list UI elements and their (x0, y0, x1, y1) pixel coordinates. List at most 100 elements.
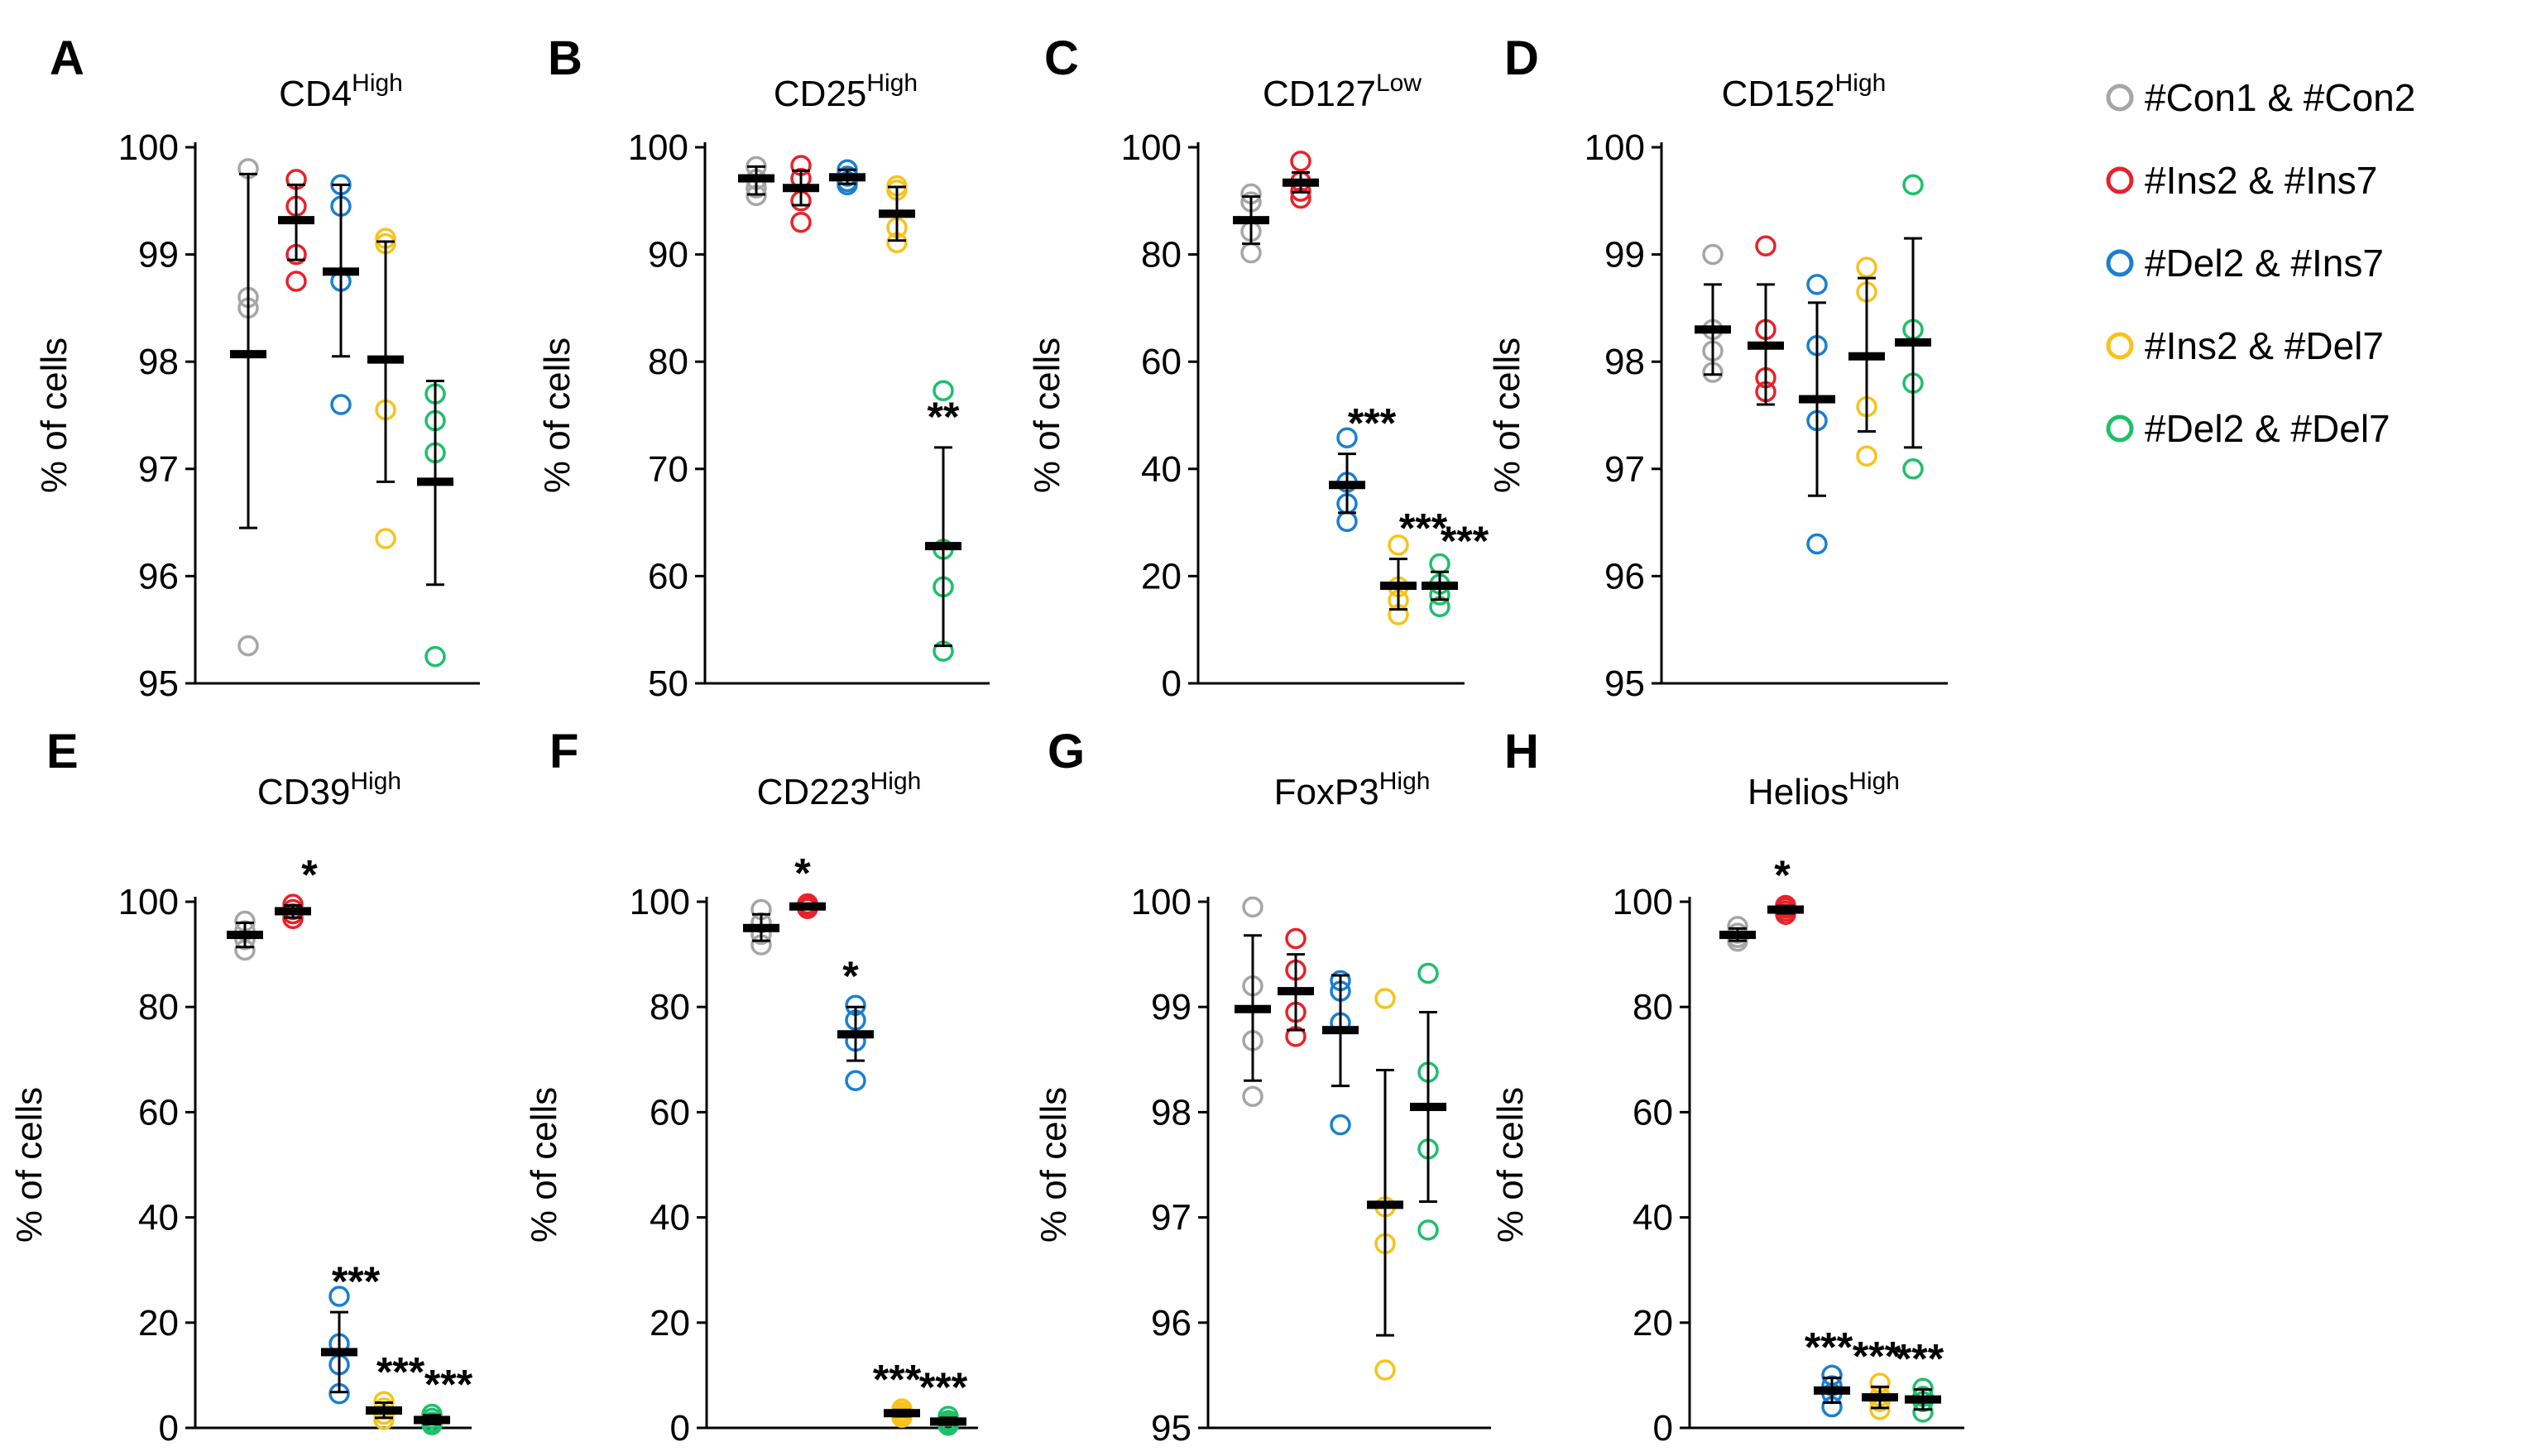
y-tick-label: 60 (1633, 1092, 1673, 1133)
mean-bar (227, 931, 263, 940)
group-Del2Del7 (1410, 962, 1446, 1241)
significance-label: *** (1399, 505, 1448, 552)
mean-bar (1695, 325, 1731, 334)
data-point (1856, 445, 1877, 467)
group-Del2Ins7: * (837, 953, 874, 1091)
y-tick-label: 99 (1604, 235, 1645, 275)
group-Del2Del7: ** (925, 380, 961, 662)
panel-title: CD25High (774, 69, 918, 114)
y-tick-label: 40 (1633, 1198, 1673, 1238)
data-point (1290, 151, 1311, 172)
group-Ins2Del7 (879, 175, 915, 254)
mean-bar (230, 350, 266, 359)
panel-D: D CD152High % of cells 95 96 97 98 99 100 (1487, 31, 1948, 704)
y-tick-label: 80 (1141, 235, 1182, 275)
mean-bar (743, 923, 779, 932)
group-Del2Ins7: *** (321, 1258, 381, 1405)
y-tick-label: 100 (118, 127, 179, 168)
mean-bar (1329, 481, 1365, 490)
y-tick-label: 96 (138, 556, 179, 596)
y-tick-label: 40 (1141, 449, 1182, 490)
mean-bar (367, 355, 404, 364)
group-Con (1695, 243, 1731, 383)
y-tick-label: 100 (1585, 127, 1645, 168)
mean-bar (275, 907, 311, 916)
mean-bar (1278, 987, 1314, 996)
significance-label: *** (919, 1364, 968, 1410)
significance-label: *** (1348, 400, 1397, 447)
group-Ins2Ins7 (1748, 235, 1784, 406)
legend-marker (2106, 249, 2134, 277)
y-tick-label: 60 (650, 1092, 690, 1133)
y-tick-label: 0 (1653, 1408, 1673, 1449)
y-tick-label: 80 (1633, 987, 1673, 1027)
legend-item: #Con1 & #Con2 (2106, 76, 2415, 119)
y-tick-label: 0 (670, 1408, 690, 1449)
mean-bar (829, 173, 865, 182)
panel-title: CD127Low (1263, 69, 1422, 114)
y-tick-label: 60 (648, 556, 688, 596)
legend-label: #Ins2 & #Ins7 (2145, 159, 2377, 202)
mean-bar (414, 1415, 450, 1425)
group-Del2Ins7 (1799, 274, 1835, 555)
panel-letter: A (50, 31, 84, 85)
significance-label: *** (873, 1356, 922, 1402)
panel-title: CD152High (1722, 69, 1887, 114)
data-point (845, 1070, 866, 1091)
y-tick-label: 100 (1121, 127, 1182, 168)
significance-label: ** (928, 394, 960, 440)
mean-bar (1719, 931, 1756, 940)
data-point (375, 528, 396, 549)
panel-letter: B (548, 31, 583, 85)
y-tick-label: 100 (1131, 882, 1191, 922)
group-Con (227, 910, 263, 961)
mean-bar (789, 902, 826, 911)
data-point (1417, 962, 1439, 984)
y-tick-label: 100 (1613, 882, 1673, 922)
data-point (790, 211, 812, 233)
data-point (1330, 1114, 1351, 1136)
significance-label: * (1774, 852, 1791, 898)
group-Con (743, 898, 779, 956)
mean-bar (1799, 395, 1835, 404)
y-tick-label: 95 (1604, 663, 1645, 704)
significance-label: *** (1441, 518, 1489, 564)
y-tick-label: 90 (648, 235, 688, 275)
y-axis-label: % of cells (524, 1087, 564, 1243)
significance-label: *** (1853, 1333, 1901, 1379)
mean-bar (366, 1406, 402, 1415)
data-point (1902, 458, 1924, 480)
mean-bar (1767, 905, 1804, 914)
group-Con (1719, 916, 1756, 952)
mean-bar (1380, 582, 1417, 591)
group-Del2Ins7: *** (1805, 1324, 1853, 1418)
y-tick-label: 60 (1141, 342, 1182, 382)
data-point (1856, 256, 1877, 278)
mean-bar (1422, 582, 1458, 591)
mean-bar (837, 1030, 874, 1039)
significance-label: * (842, 953, 859, 999)
y-tick-label: 100 (118, 882, 179, 922)
y-tick-label: 20 (1141, 556, 1182, 596)
y-tick-label: 80 (648, 342, 688, 382)
group-Ins2Del7: *** (1853, 1333, 1901, 1420)
y-tick-label: 96 (1151, 1303, 1191, 1343)
data-point (933, 380, 954, 401)
data-point (424, 645, 446, 668)
significance-label: * (301, 851, 318, 898)
group-Del2Ins7: *** (1329, 400, 1397, 533)
y-tick-label: 99 (138, 235, 179, 275)
group-Ins2Del7 (1367, 988, 1403, 1381)
mean-bar (417, 477, 453, 486)
data-point (1388, 534, 1409, 556)
mean-bar (1848, 352, 1885, 361)
data-point (1702, 243, 1724, 266)
y-tick-label: 100 (630, 882, 690, 922)
y-tick-label: 100 (628, 127, 688, 168)
mean-bar (1814, 1386, 1850, 1395)
data-point (1902, 174, 1924, 196)
panel-letter: H (1504, 725, 1539, 778)
